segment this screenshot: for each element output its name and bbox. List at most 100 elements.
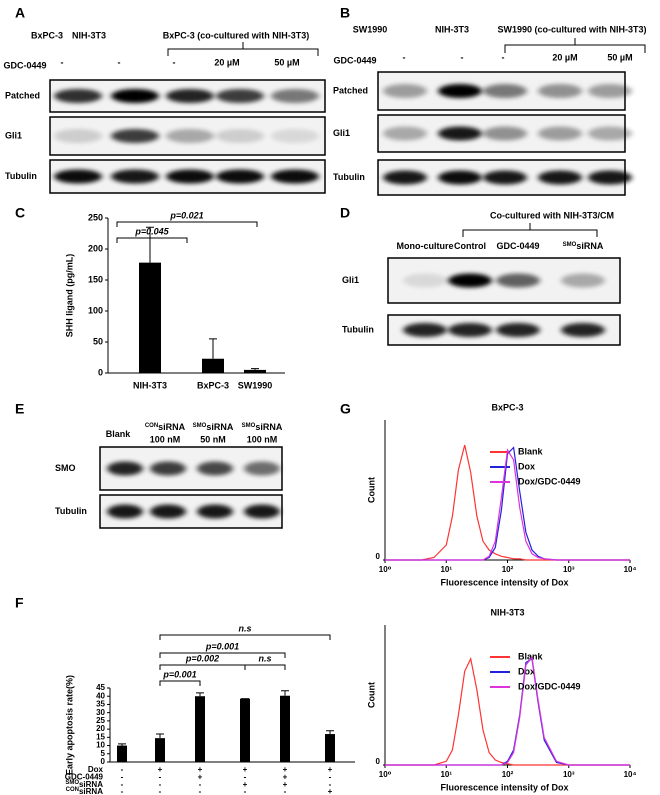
axis [109, 688, 355, 763]
significance-bracket [159, 634, 331, 640]
sign: - [284, 787, 287, 795]
x-tick-label: 10⁰ [379, 770, 392, 779]
bar [117, 745, 127, 762]
bar [139, 262, 161, 373]
blot-band [561, 273, 605, 288]
x-tick-label: BxPC-3 [197, 380, 229, 390]
y-tick-label: 0 [376, 757, 381, 766]
y-tick-label: 20 [96, 724, 105, 733]
panel-letter: A [15, 5, 25, 21]
sign: + [243, 780, 248, 789]
significance-bracket [159, 652, 286, 658]
superscript: SMO [242, 423, 256, 429]
y-tick-label: 0 [376, 552, 381, 561]
blot-band [483, 84, 527, 98]
legend-label: Dox [518, 461, 535, 471]
x-tick-label: NIH-3T3 [133, 380, 167, 390]
error-bar [251, 368, 259, 370]
error-bar [209, 338, 217, 359]
chart-title: BxPC-3 [491, 402, 523, 412]
y-tick-label: 30 [96, 708, 105, 717]
panel-letter: B [340, 5, 350, 21]
label-text: siRNA [206, 422, 234, 432]
label: Gli1 [333, 128, 350, 138]
sign: - [121, 780, 124, 789]
blot-band [197, 504, 233, 519]
blot-band [216, 169, 264, 184]
significance-bracket [116, 221, 258, 227]
legend-label: Dox [518, 666, 535, 676]
blot-band [483, 170, 527, 185]
axis [107, 218, 285, 374]
sign: - [121, 787, 124, 795]
y-tick-label: 250 [88, 212, 103, 222]
sign: + [328, 765, 333, 774]
y-tick-label: 50 [93, 336, 103, 346]
label: CONsiRNA [145, 422, 186, 432]
sign: - [159, 787, 162, 795]
blot-band [496, 273, 540, 288]
y-tick-label: 10 [96, 741, 105, 750]
blot-band [496, 323, 540, 337]
blot-band [538, 126, 582, 141]
label-text: Blank [106, 429, 132, 439]
label-text: siRNA [79, 780, 103, 789]
histogram-line [385, 444, 630, 561]
chart-title: NIH-3T3 [490, 607, 524, 617]
label-text: siRNA [79, 787, 103, 795]
label: - [461, 52, 464, 62]
significance-bracket [244, 664, 286, 670]
label: Control [454, 241, 486, 251]
legend-label: Blank [518, 446, 544, 456]
label: GDC-0449 [333, 55, 376, 65]
label: 20 µM [214, 57, 239, 67]
y-tick-label: 5 [101, 749, 106, 758]
x-tick-label: 10¹ [440, 770, 452, 779]
blot-band [403, 323, 447, 337]
blot-band [166, 129, 214, 143]
annotation: p=0.021 [169, 210, 203, 220]
label: Gli1 [5, 130, 22, 140]
label: 50 µM [607, 52, 632, 62]
blot-band [588, 126, 632, 141]
error-bar [118, 743, 126, 746]
blot-band [54, 169, 102, 184]
label: Tubulin [342, 324, 374, 334]
blot-band [483, 126, 527, 141]
sign: + [198, 765, 203, 774]
legend-label: Dox/GDC-0449 [518, 681, 581, 691]
y-tick-label: 35 [96, 700, 105, 709]
label: NIH-3T3 [435, 24, 469, 34]
annotation: n.s [238, 623, 251, 633]
sign: - [329, 773, 332, 782]
blot-band [150, 461, 186, 476]
sign: + [198, 773, 203, 782]
label: Dox [88, 765, 104, 774]
sign: + [328, 787, 333, 795]
y-tick-label: 150 [88, 274, 103, 284]
y-axis-label: Count [366, 682, 376, 708]
label: SW1990 [353, 24, 388, 34]
blot-band [150, 504, 186, 519]
label-text: Control [454, 241, 486, 251]
label: Tubulin [333, 172, 365, 182]
blot-band [216, 89, 264, 103]
label: BxPC-3 [31, 30, 63, 40]
sign: - [159, 780, 162, 789]
x-tick-label: 10² [502, 770, 514, 779]
blot-band [383, 84, 427, 98]
sign: + [158, 765, 163, 774]
y-tick-label: 200 [88, 243, 103, 253]
bar [240, 698, 250, 762]
label: 50 nM [200, 434, 226, 444]
error-bar [146, 226, 154, 263]
label: Mono-culture [397, 241, 454, 251]
superscript: SMO [193, 423, 207, 429]
significance-bracket [116, 237, 188, 243]
label: - [173, 57, 176, 67]
axis [384, 420, 630, 561]
histogram-line [385, 656, 630, 766]
bar [155, 738, 165, 762]
blot-band [448, 323, 492, 337]
